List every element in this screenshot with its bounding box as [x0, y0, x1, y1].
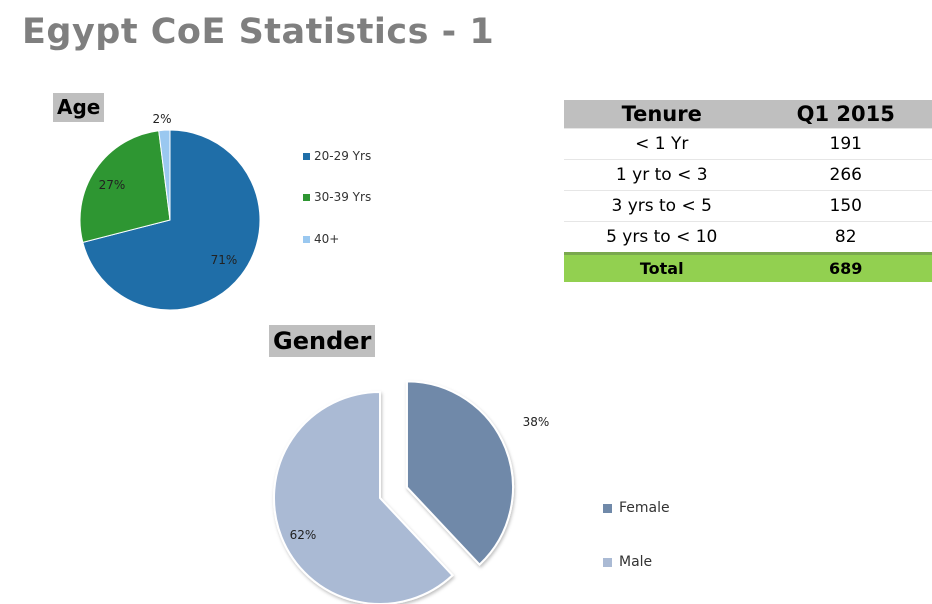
table-row: 1 yr to < 3 266 [564, 159, 932, 191]
tenure-table: Tenure Q1 2015 < 1 Yr 191 1 yr to < 3 26… [564, 100, 932, 282]
legend-item-20-29-yrs: 20-29 Yrs [303, 149, 371, 163]
table-row: 5 yrs to < 10 82 [564, 221, 932, 254]
tenure-count-cell: 266 [759, 159, 932, 191]
pie-slice-20-29-yrs [82, 129, 261, 311]
legend-item-female: Female [603, 500, 670, 516]
data-label-20-29-yrs: 71% [211, 253, 238, 267]
page-title: Egypt CoE Statistics - 1 [22, 12, 495, 52]
legend-swatch [303, 152, 310, 160]
legend-swatch [303, 235, 310, 243]
data-label-female: 38% [523, 415, 550, 429]
legend-label: 40+ [314, 232, 340, 246]
pie-slice-male [273, 390, 454, 604]
gender-chart-title: Gender [269, 325, 376, 357]
legend-item-30-39-yrs: 30-39 Yrs [303, 190, 371, 204]
legend-label: Female [619, 500, 670, 516]
legend-item-40: 40+ [303, 232, 339, 246]
legend-label: 30-39 Yrs [314, 190, 372, 204]
tenure-count-cell: 191 [759, 128, 932, 160]
legend-label: 20-29 Yrs [314, 149, 372, 163]
legend-swatch [603, 503, 612, 513]
table-row: < 1 Yr 191 [564, 128, 932, 160]
tenure-count-cell: 82 [759, 221, 932, 254]
age-pie-chart: 71% 27% 2% [79, 112, 261, 311]
tenure-total-label: Total [564, 252, 760, 282]
tenure-header-tenure: Tenure [564, 100, 760, 129]
tenure-range-cell: < 1 Yr [564, 128, 760, 160]
pie-slice-female [405, 380, 514, 567]
legend-item-male: Male [603, 554, 652, 570]
tenure-count-cell: 150 [759, 190, 932, 222]
tenure-header-row: Tenure Q1 2015 [564, 100, 932, 129]
legend-swatch [303, 193, 310, 201]
tenure-header-q1-2015: Q1 2015 [759, 100, 932, 129]
age-chart-title: Age [53, 93, 105, 122]
tenure-total-value: 689 [759, 252, 932, 282]
pie-slice-40 [158, 129, 171, 221]
data-label-male: 62% [290, 528, 317, 542]
pie-slice-30-39-yrs [79, 130, 171, 243]
data-label-40: 2% [152, 112, 171, 126]
tenure-range-cell: 1 yr to < 3 [564, 159, 760, 191]
table-row: 3 yrs to < 5 150 [564, 190, 932, 222]
gender-pie-chart: 38% 62% [273, 380, 550, 604]
tenure-total-row: Total 689 [564, 252, 932, 282]
legend-label: Male [619, 554, 653, 570]
legend-swatch [603, 557, 612, 567]
tenure-range-cell: 3 yrs to < 5 [564, 190, 760, 222]
data-label-30-39-yrs: 27% [99, 178, 126, 192]
tenure-range-cell: 5 yrs to < 10 [564, 221, 760, 254]
